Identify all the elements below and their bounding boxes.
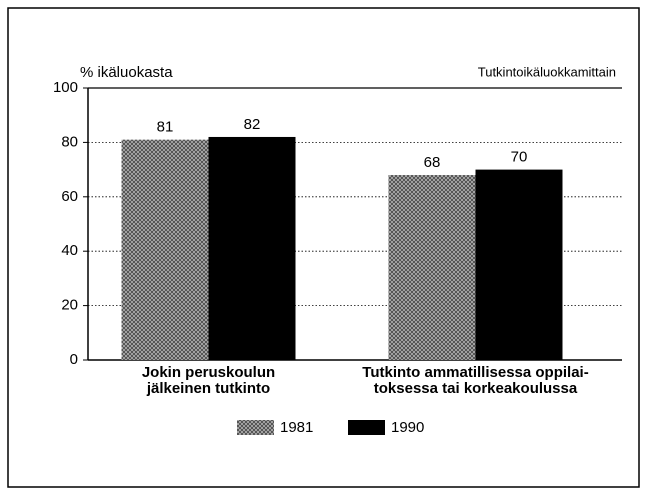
x-tick-label: jälkeinen tutkinto — [146, 380, 270, 397]
y-tick-label: 0 — [70, 351, 78, 368]
legend-label: 1990 — [391, 419, 424, 436]
y-tick-label: 40 — [61, 242, 78, 259]
y-tick-label: 100 — [53, 79, 78, 96]
border — [7, 7, 640, 488]
y-tick-label: 80 — [61, 133, 78, 150]
bar-hatch — [121, 139, 209, 360]
data-label: 68 — [424, 154, 441, 171]
data-label: 70 — [511, 149, 528, 166]
x-tick-label: toksessa tai korkeakoulussa — [374, 380, 578, 397]
legend-swatch — [348, 420, 385, 435]
y-tick-label: 60 — [61, 188, 78, 205]
y-tick-label: 20 — [61, 297, 78, 314]
x-tick-label: Jokin peruskoulun — [142, 364, 275, 381]
legend-label: 1981 — [280, 419, 313, 436]
data-label: 82 — [244, 116, 261, 133]
bar-hatch — [388, 175, 476, 360]
x-tick-label: Tutkinto ammatillisessa oppilai- — [362, 364, 588, 381]
legend-swatch-hatch — [237, 420, 274, 435]
data-label: 81 — [157, 119, 174, 136]
bar — [208, 136, 296, 360]
bar — [475, 169, 563, 360]
y-axis-label: % ikäluokasta — [80, 64, 173, 81]
annotation: Tutkintoikäluokkamittain — [478, 64, 616, 79]
